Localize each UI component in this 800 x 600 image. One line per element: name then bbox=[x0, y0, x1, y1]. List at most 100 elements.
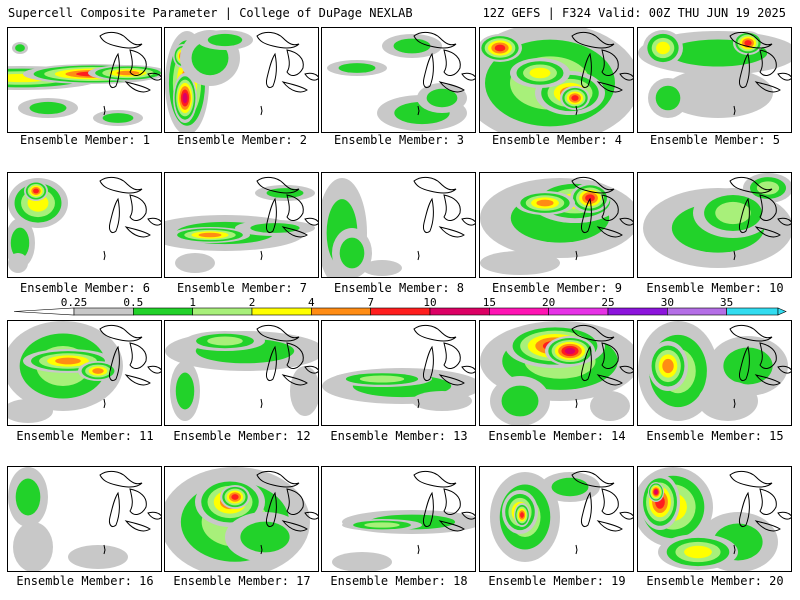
ensemble-map-16 bbox=[7, 466, 162, 572]
scp-contour bbox=[29, 101, 67, 115]
lake-outline bbox=[423, 491, 434, 528]
lake-outline bbox=[438, 374, 465, 386]
lake-outline bbox=[619, 365, 633, 374]
ensemble-map-3 bbox=[321, 27, 476, 133]
ensemble-member-label: Ensemble Member: 5 bbox=[649, 133, 781, 147]
map-canvas bbox=[480, 321, 633, 425]
lake-outline bbox=[739, 52, 750, 89]
scp-contour bbox=[68, 545, 128, 569]
lake-outline bbox=[729, 324, 773, 342]
map-canvas bbox=[165, 324, 318, 421]
lake-outline bbox=[777, 217, 791, 226]
ensemble-member-label: Ensemble Member: 15 bbox=[646, 429, 784, 443]
scp-contour bbox=[359, 375, 405, 383]
scp-contour bbox=[656, 41, 670, 55]
river-mark bbox=[575, 544, 578, 555]
scp-contour bbox=[116, 70, 140, 76]
lake-outline bbox=[286, 194, 304, 221]
scp-contour bbox=[723, 347, 773, 385]
lake-outline bbox=[759, 342, 777, 369]
lake-outline bbox=[109, 491, 120, 528]
legend-swatch bbox=[251, 307, 312, 316]
river-mark bbox=[417, 398, 420, 409]
ensemble-member-label: Ensemble Member: 2 bbox=[176, 133, 308, 147]
ensemble-member-label: Ensemble Member: 20 bbox=[646, 574, 784, 588]
scp-contour bbox=[655, 85, 681, 111]
lake-outline bbox=[99, 31, 143, 49]
color-legend-bar: 0.25 0.5 1 2 4 7 10 15 20 25 30 35 bbox=[13, 296, 787, 316]
river-mark bbox=[733, 250, 736, 261]
lake-outline bbox=[438, 520, 465, 532]
ensemble-map-1 bbox=[7, 27, 162, 133]
ensemble-map-19 bbox=[479, 466, 634, 572]
legend-tick-label: 4 bbox=[308, 296, 315, 309]
ensemble-member-label: Ensemble Member: 13 bbox=[330, 429, 468, 443]
legend-swatch bbox=[133, 307, 193, 316]
scp-contour bbox=[744, 40, 752, 46]
legend-tick-label: 2 bbox=[249, 296, 256, 309]
legend-swatch bbox=[667, 307, 727, 316]
ensemble-member-label: Ensemble Member: 8 bbox=[333, 281, 465, 295]
map-canvas bbox=[8, 176, 161, 273]
legend-swatch bbox=[726, 307, 779, 316]
ensemble-member-label: Ensemble Member: 11 bbox=[16, 429, 154, 443]
lake-outline bbox=[438, 226, 465, 238]
lake-outline bbox=[266, 52, 277, 89]
legend-tick-label: 25 bbox=[601, 296, 614, 309]
page-title: Supercell Composite Parameter | College … bbox=[8, 6, 413, 20]
map-canvas bbox=[165, 176, 318, 273]
lake-outline bbox=[443, 194, 461, 221]
river-mark bbox=[103, 398, 106, 409]
ensemble-map-4 bbox=[479, 27, 634, 133]
lake-outline bbox=[596, 374, 623, 386]
scp-contour bbox=[571, 95, 579, 101]
lake-outline bbox=[739, 197, 750, 234]
scp-contour bbox=[102, 113, 134, 123]
map-canvas bbox=[480, 28, 633, 132]
legend-tick-label: 10 bbox=[423, 296, 436, 309]
river-mark bbox=[733, 398, 736, 409]
legend-swatch bbox=[548, 307, 609, 316]
lake-outline bbox=[729, 31, 773, 49]
lake-outline bbox=[619, 511, 633, 520]
map-canvas bbox=[643, 173, 791, 268]
lake-outline bbox=[739, 491, 750, 528]
river-mark bbox=[260, 544, 263, 555]
ensemble-member-label: Ensemble Member: 1 bbox=[19, 133, 151, 147]
ensemble-map-7 bbox=[164, 172, 319, 278]
ensemble-member-label: Ensemble Member: 19 bbox=[488, 574, 626, 588]
map-canvas bbox=[8, 321, 161, 423]
scp-contour bbox=[240, 521, 290, 553]
ensemble-map-8 bbox=[321, 172, 476, 278]
scp-contour bbox=[175, 372, 195, 410]
legend-end-left bbox=[13, 307, 75, 316]
scp-contour bbox=[551, 477, 589, 497]
scp-contour bbox=[15, 478, 41, 516]
lake-outline bbox=[256, 31, 300, 49]
legend-swatch bbox=[192, 307, 253, 316]
scp-contour bbox=[8, 253, 28, 273]
legend-end-right bbox=[777, 307, 787, 316]
river-mark bbox=[417, 250, 420, 261]
lake-outline bbox=[281, 81, 308, 93]
ensemble-member-label: Ensemble Member: 7 bbox=[176, 281, 308, 295]
lake-outline bbox=[413, 176, 457, 194]
legend-tick-label: 15 bbox=[483, 296, 496, 309]
ensemble-member-label: Ensemble Member: 6 bbox=[19, 281, 151, 295]
lake-outline bbox=[129, 342, 147, 369]
legend-tick-label: 0.5 bbox=[123, 296, 143, 309]
legend-tick-label: 20 bbox=[542, 296, 555, 309]
lake-outline bbox=[99, 176, 143, 194]
lake-outline bbox=[109, 345, 120, 382]
lake-outline bbox=[256, 176, 300, 194]
ensemble-map-17 bbox=[164, 466, 319, 572]
lake-outline bbox=[109, 52, 120, 89]
ensemble-map-10 bbox=[637, 172, 792, 278]
lake-outline bbox=[581, 491, 592, 528]
lake-outline bbox=[129, 194, 147, 221]
map-canvas bbox=[322, 176, 475, 277]
scp-contour bbox=[13, 522, 53, 571]
lake-outline bbox=[147, 217, 161, 226]
river-mark bbox=[733, 105, 736, 116]
scp-contour bbox=[536, 199, 554, 207]
